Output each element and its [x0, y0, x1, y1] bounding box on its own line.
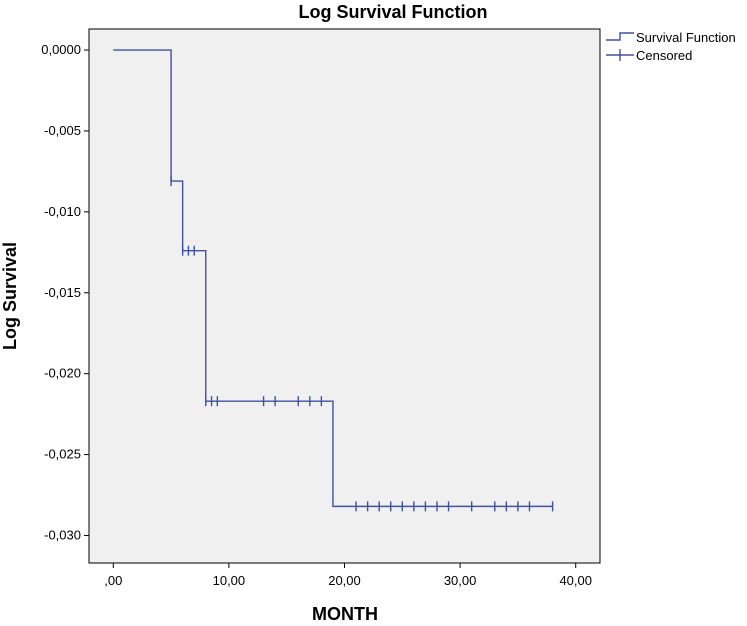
- legend-censored-label: Censored: [636, 48, 692, 63]
- x-tick-label: 20,00: [328, 573, 361, 588]
- x-axis-title: MONTH: [312, 604, 378, 624]
- x-tick-label: ,00: [104, 573, 122, 588]
- y-tick-label: -0,015: [44, 285, 81, 300]
- legend: Survival Function Censored: [606, 30, 736, 63]
- y-tick-label: 0,0000: [41, 42, 81, 57]
- y-tick-label: -0,005: [44, 123, 81, 138]
- y-axis-title: Log Survival: [0, 242, 20, 350]
- y-tick-label: -0,030: [44, 527, 81, 542]
- plot-area: [88, 28, 601, 564]
- y-tick-label: -0,010: [44, 204, 81, 219]
- x-tick-label: 10,00: [213, 573, 246, 588]
- x-axis: ,00 10,00 20,00 30,00 40,00: [104, 563, 592, 588]
- legend-survival-function-icon: [606, 32, 634, 41]
- y-axis: 0,0000 -0,005 -0,010 -0,015 -0,020 -0,025 -0,0…: [41, 42, 89, 542]
- series-layer: [113, 49, 554, 512]
- x-tick-label: 40,00: [559, 573, 592, 588]
- chart-title: Log Survival Function: [298, 2, 487, 22]
- x-tick-label: 30,00: [444, 573, 477, 588]
- legend-survival-function-label: Survival Function: [636, 30, 736, 45]
- y-tick-label: -0,020: [44, 366, 81, 381]
- y-tick-label: -0,025: [44, 447, 81, 462]
- legend-censored-icon: [606, 49, 634, 61]
